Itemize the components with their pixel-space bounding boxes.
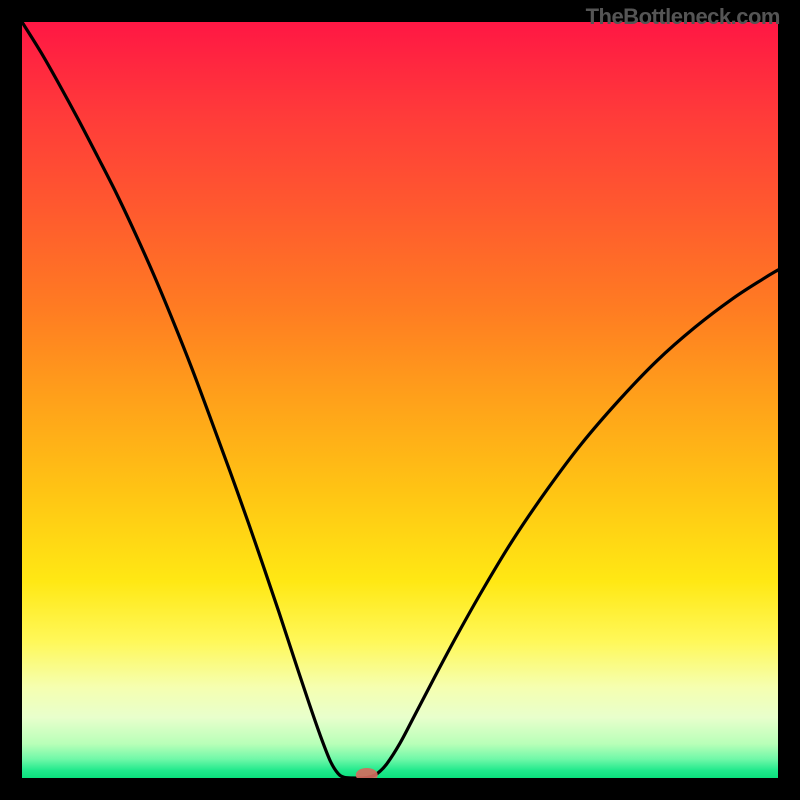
watermark-text: TheBottleneck.com [586, 4, 780, 30]
plot-area [22, 22, 778, 778]
chart-svg [22, 22, 778, 778]
chart-container: TheBottleneck.com [0, 0, 800, 800]
chart-background [22, 22, 778, 778]
